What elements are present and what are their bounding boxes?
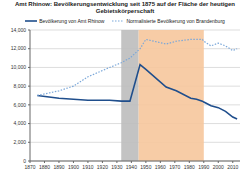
svg-text:12,000: 12,000 [11, 45, 27, 51]
svg-text:1890: 1890 [53, 164, 64, 170]
svg-text:6,000: 6,000 [13, 102, 26, 108]
html-text:Normalisierte Bevölkerung von: Normalisierte Bevölkerung von Brandenbur… [126, 18, 225, 24]
html-text:Amt Rhinow: Bevölkerungsentwic: Amt Rhinow: Bevölkerungsentwicklung seit… [15, 1, 235, 14]
svg-text:1870: 1870 [24, 164, 35, 170]
svg-text:1940: 1940 [126, 164, 137, 170]
svg-text:8,000: 8,000 [13, 83, 26, 89]
svg-text:2,000: 2,000 [13, 139, 26, 145]
svg-text:1960: 1960 [155, 164, 166, 170]
svg-text:1950: 1950 [140, 164, 151, 170]
svg-text:1920: 1920 [97, 164, 108, 170]
svg-text:2000: 2000 [213, 164, 224, 170]
svg-text:1930: 1930 [111, 164, 122, 170]
svg-text:1970: 1970 [169, 164, 180, 170]
svg-text:10,000: 10,000 [11, 64, 27, 70]
svg-text:4,000: 4,000 [13, 120, 26, 126]
svg-text:1990: 1990 [198, 164, 209, 170]
svg-text:2010: 2010 [227, 164, 238, 170]
html-text:Bevölkerung von Amt Rhinow: Bevölkerung von Amt Rhinow [39, 18, 105, 24]
svg-text:1910: 1910 [82, 164, 93, 170]
svg-text:1880: 1880 [39, 164, 50, 170]
svg-text:14,000: 14,000 [11, 27, 27, 33]
svg-text:1900: 1900 [68, 164, 79, 170]
svg-text:0: 0 [23, 158, 26, 164]
svg-text:1980: 1980 [184, 164, 195, 170]
